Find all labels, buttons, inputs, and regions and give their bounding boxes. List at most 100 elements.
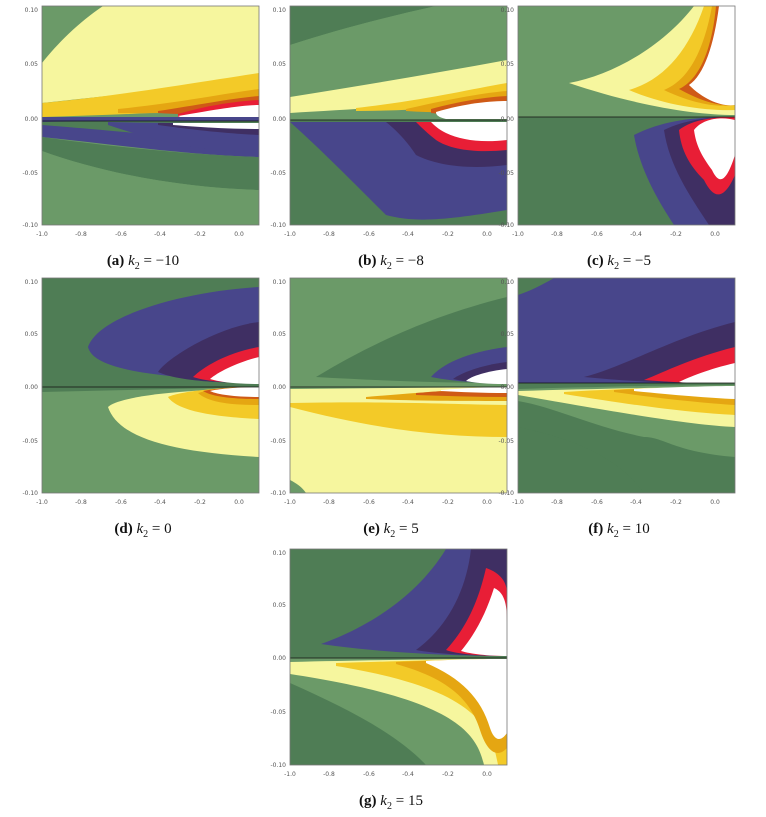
contour-region — [42, 137, 259, 190]
x-tick-label: 0.0 — [482, 771, 492, 778]
parameter-value: 0 — [164, 521, 172, 537]
contour-region — [518, 427, 644, 493]
relation: = — [395, 253, 405, 269]
x-tick-label: 0.0 — [482, 231, 492, 238]
x-tick-label: -0.4 — [402, 499, 414, 506]
y-tick-label: 0.00 — [501, 384, 515, 391]
y-ticks: 0.10 0.05 0.00 -0.05 -0.10 — [270, 279, 286, 497]
contour-region — [42, 6, 259, 103]
y-tick-label: 0.00 — [25, 384, 39, 391]
variable-subscript: 2 — [614, 261, 620, 272]
parameter-value: −10 — [155, 253, 180, 269]
x-tick-label: -0.2 — [194, 499, 206, 506]
x-tick-label: -0.2 — [442, 771, 454, 778]
relation: = — [399, 521, 408, 537]
parameter-value: −8 — [407, 253, 424, 269]
plot-frame — [289, 277, 508, 494]
parameter-value: 15 — [407, 793, 423, 809]
plot-frame — [289, 5, 508, 226]
subfigure-label: (g) — [359, 793, 377, 809]
y-tick-label: -0.05 — [22, 170, 38, 177]
x-tick-label: -0.4 — [154, 499, 166, 506]
y-tick-label: -0.10 — [270, 762, 286, 769]
x-tick-label: -0.8 — [551, 499, 563, 506]
plot-frame — [517, 277, 736, 494]
y-tick-label: 0.05 — [25, 331, 39, 338]
contour-region — [210, 387, 259, 397]
variable-name: k — [607, 253, 615, 269]
x-tick-label: -1.0 — [36, 231, 48, 238]
y-tick-label: 0.10 — [501, 279, 515, 286]
contour-plot-b: -1.0 -0.8 -0.6 -0.4 -0.2 0.0 0.10 0.05 0… — [270, 5, 508, 238]
y-tick-label: 0.00 — [25, 116, 39, 123]
x-tick-label: -0.6 — [115, 499, 127, 506]
variable-subscript: 2 — [134, 261, 140, 272]
x-ticks: -1.0 -0.8 -0.6 -0.4 -0.2 0.0 — [284, 499, 492, 506]
contour-plot-e: -1.0 -0.8 -0.6 -0.4 -0.2 0.0 0.10 0.05 0… — [270, 277, 508, 506]
contour-region — [290, 480, 306, 493]
plot-frame — [41, 277, 260, 494]
variable-name: k — [128, 253, 135, 269]
x-tick-label: -0.8 — [75, 499, 87, 506]
x-tick-label: 0.0 — [234, 499, 244, 506]
contour-region — [679, 363, 735, 385]
x-tick-label: 0.0 — [710, 231, 720, 238]
subfigure-label: (f) — [588, 521, 604, 537]
contour-region — [518, 278, 554, 295]
x-tick-label: -0.6 — [591, 499, 603, 506]
x-tick-label: -0.8 — [551, 231, 563, 238]
plot-frame — [289, 548, 508, 766]
relation: = — [151, 521, 161, 537]
variable-subscript: 2 — [390, 529, 396, 540]
y-tick-label: -0.10 — [22, 490, 38, 497]
contour-plot-d: -1.0 -0.8 -0.6 -0.4 -0.2 0.0 0.10 0.05 0… — [22, 277, 260, 506]
parameter-value: −5 — [635, 253, 651, 269]
y-tick-label: -0.05 — [498, 438, 514, 445]
y-tick-label: 0.10 — [273, 550, 287, 557]
x-tick-label: -0.4 — [630, 231, 642, 238]
y-ticks: 0.10 0.05 0.00 -0.05 -0.10 — [498, 279, 514, 497]
y-ticks: 0.10 0.05 0.00 -0.05 -0.10 — [22, 279, 38, 497]
y-tick-label: 0.10 — [273, 7, 287, 14]
x-ticks: -1.0 -0.8 -0.6 -0.4 -0.2 0.0 — [284, 771, 492, 778]
x-tick-label: 0.0 — [710, 499, 720, 506]
caption-e: (e) k2 = 5 — [266, 521, 516, 540]
y-tick-label: 0.00 — [273, 384, 287, 391]
y-tick-label: 0.05 — [273, 331, 287, 338]
x-ticks: -1.0 -0.8 -0.6 -0.4 -0.2 0.0 — [36, 231, 244, 238]
contour-plot-c: -1.0 -0.8 -0.6 -0.4 -0.2 0.0 0.10 0.05 0… — [498, 5, 736, 238]
relation: = — [622, 521, 631, 537]
y-tick-label: 0.00 — [273, 655, 287, 662]
x-tick-label: -0.8 — [323, 499, 335, 506]
plot-frame — [41, 5, 260, 226]
y-tick-label: -0.10 — [22, 222, 38, 229]
caption-g: (g) k2 = 15 — [266, 793, 516, 812]
caption-a: (a) k2 = −10 — [18, 253, 268, 272]
x-tick-label: -1.0 — [284, 499, 296, 506]
contour-region — [42, 6, 103, 63]
x-tick-label: -1.0 — [36, 499, 48, 506]
contour-region — [431, 122, 507, 142]
contour-region — [466, 369, 507, 384]
x-tick-label: 0.0 — [234, 231, 244, 238]
y-tick-label: 0.05 — [501, 61, 515, 68]
subfigure-label: (e) — [363, 521, 380, 537]
variable-subscript: 2 — [386, 801, 392, 812]
y-tick-label: 0.10 — [273, 279, 287, 286]
y-tick-label: -0.05 — [270, 170, 286, 177]
caption-f: (f) k2 = 10 — [494, 521, 744, 540]
x-tick-label: -0.8 — [323, 771, 335, 778]
contour-region — [42, 151, 259, 225]
x-tick-label: -0.6 — [115, 231, 127, 238]
parameter-value: 10 — [634, 521, 650, 537]
y-tick-label: 0.10 — [25, 279, 39, 286]
x-tick-label: -1.0 — [284, 231, 296, 238]
x-tick-label: -0.6 — [363, 499, 375, 506]
variable-subscript: 2 — [386, 261, 392, 272]
x-tick-label: -0.8 — [75, 231, 87, 238]
y-tick-label: 0.05 — [273, 61, 287, 68]
y-ticks: 0.10 0.05 0.00 -0.05 -0.10 — [498, 7, 514, 229]
y-ticks: 0.10 0.05 0.00 -0.05 -0.10 — [22, 7, 38, 229]
x-tick-label: -1.0 — [512, 499, 524, 506]
variable-name: k — [380, 793, 387, 809]
